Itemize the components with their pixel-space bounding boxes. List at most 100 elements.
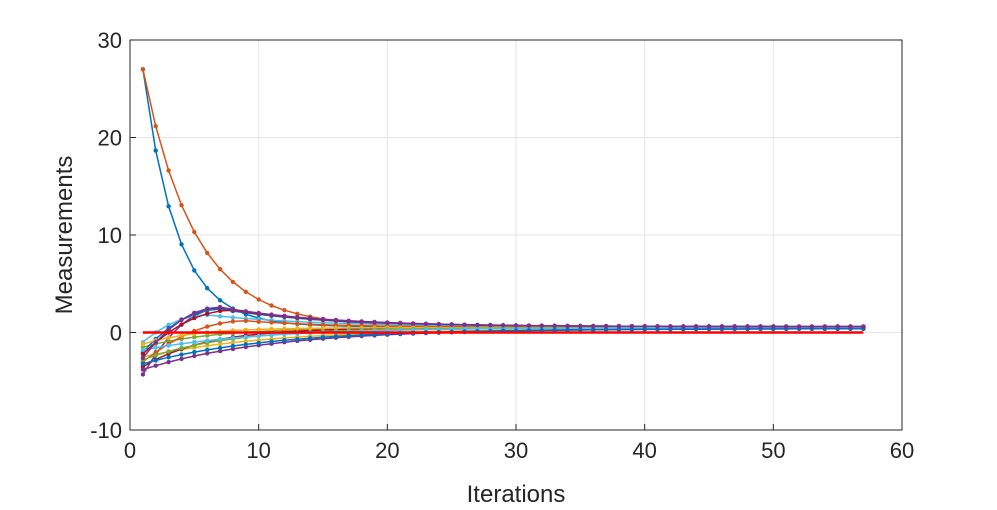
data-point <box>166 359 171 365</box>
data-point <box>320 335 326 340</box>
data-point <box>205 351 210 356</box>
data-point <box>217 341 223 347</box>
y-tick-label: 20 <box>98 126 122 151</box>
data-point <box>282 326 287 331</box>
data-point <box>192 334 197 340</box>
data-point <box>449 322 454 327</box>
data-point <box>269 332 274 338</box>
data-point <box>217 314 223 319</box>
data-point <box>166 335 171 340</box>
data-point <box>307 316 313 321</box>
data-point <box>153 124 158 129</box>
data-point <box>166 204 171 209</box>
data-point <box>140 342 146 347</box>
data-point <box>591 327 596 332</box>
data-point <box>205 250 210 256</box>
data-point <box>295 311 300 316</box>
data-point <box>217 304 223 310</box>
data-point <box>166 349 171 354</box>
data-point <box>217 337 223 342</box>
data-point <box>758 324 763 329</box>
data-point <box>243 318 248 323</box>
data-point <box>179 322 184 327</box>
data-point <box>603 323 609 329</box>
data-point <box>205 306 210 311</box>
data-point <box>140 367 146 372</box>
data-point <box>192 315 197 321</box>
data-point <box>230 335 236 341</box>
x-axis-ticks: 0 10 20 30 40 50 60 <box>124 424 914 463</box>
data-point <box>719 324 725 329</box>
series-16 <box>140 304 866 361</box>
data-point <box>256 310 261 316</box>
data-point <box>243 289 248 294</box>
data-point <box>500 323 506 328</box>
data-point <box>179 333 184 338</box>
data-point <box>320 325 326 331</box>
data-point <box>230 343 236 349</box>
data-point <box>513 323 519 328</box>
data-point <box>230 340 236 345</box>
data-point <box>295 321 300 326</box>
data-point <box>217 267 223 272</box>
data-point <box>153 358 158 363</box>
data-point <box>320 317 326 322</box>
data-point <box>243 339 248 344</box>
data-point <box>398 327 403 333</box>
x-tick-label: 20 <box>375 438 399 463</box>
y-axis-ticks: -10 0 10 20 30 <box>90 28 136 443</box>
data-point <box>565 323 570 329</box>
data-point <box>205 311 210 316</box>
data-point <box>861 324 866 329</box>
data-point <box>256 340 261 346</box>
data-point <box>269 320 274 325</box>
x-tick-label: 10 <box>246 438 270 463</box>
data-point <box>359 332 364 338</box>
data-point <box>153 148 158 153</box>
data-point <box>372 319 377 325</box>
data-point <box>809 324 815 329</box>
data-point <box>230 319 236 324</box>
x-tick-label: 0 <box>124 438 136 463</box>
data-point <box>256 319 261 324</box>
x-axis-label: Iterations <box>467 481 566 508</box>
data-point <box>230 307 236 312</box>
data-point <box>745 324 750 329</box>
data-point <box>256 297 261 302</box>
x-tick-label: 30 <box>504 438 528 463</box>
data-point <box>192 268 197 273</box>
data-point <box>539 323 544 328</box>
data-point <box>629 324 634 329</box>
data-point <box>166 168 171 173</box>
data-point <box>205 338 210 343</box>
data-point <box>269 326 274 332</box>
data-point <box>192 343 197 348</box>
data-point <box>462 322 467 327</box>
data-point <box>822 324 827 329</box>
data-point <box>166 327 171 332</box>
data-point <box>282 313 287 319</box>
y-tick-label: 0 <box>110 321 122 346</box>
data-point <box>784 324 789 329</box>
data-point <box>153 350 158 355</box>
data-point <box>153 353 158 358</box>
data-point <box>179 202 184 208</box>
data-point <box>578 327 583 332</box>
data-point <box>140 347 146 353</box>
data-point <box>732 324 737 329</box>
data-point <box>269 303 274 308</box>
data-point <box>668 324 673 329</box>
data-point <box>333 317 339 323</box>
x-tick-label: 60 <box>890 438 914 463</box>
data-point <box>179 242 184 247</box>
data-point <box>706 324 712 329</box>
data-point <box>192 339 197 345</box>
data-point <box>591 323 596 329</box>
series-group <box>140 67 866 377</box>
data-point <box>192 349 197 355</box>
data-point <box>616 327 622 332</box>
data-point <box>179 352 184 357</box>
data-point <box>230 315 236 320</box>
y-tick-label: 10 <box>98 223 122 248</box>
data-point <box>552 323 557 328</box>
